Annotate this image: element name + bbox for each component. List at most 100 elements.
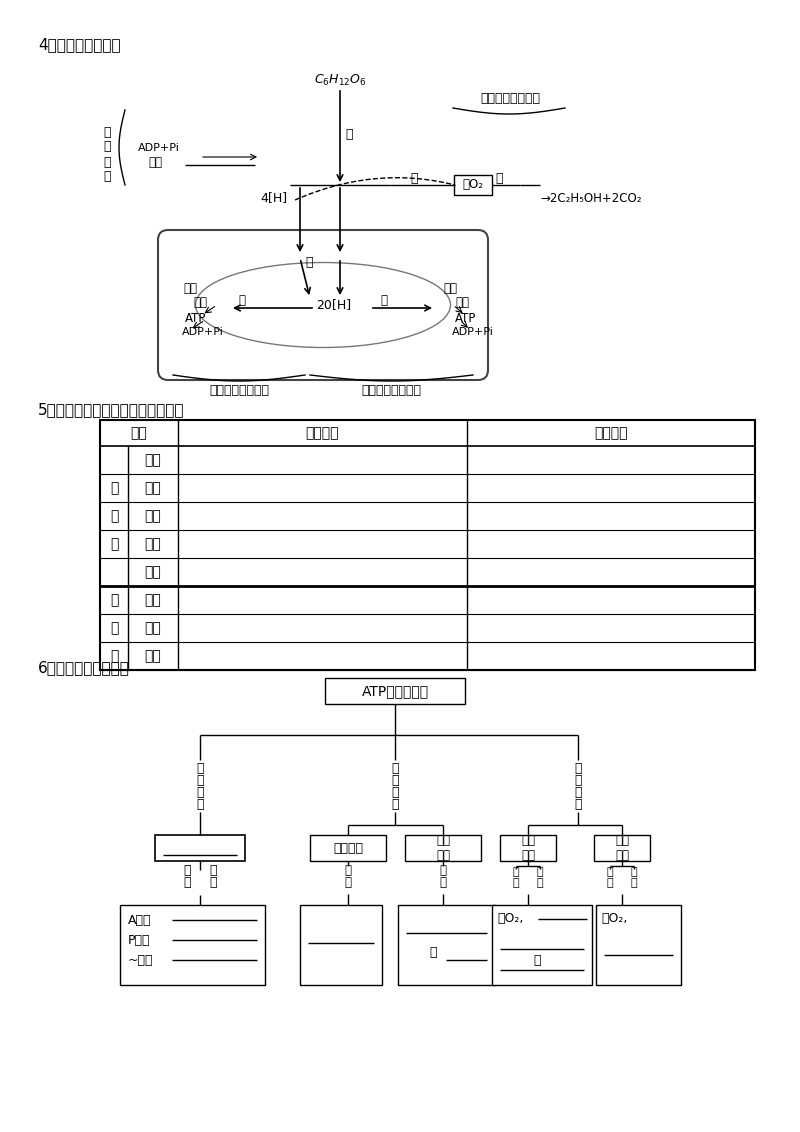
Text: 能量: 能量	[148, 156, 162, 170]
Text: 有氧呼吸第二阶段: 有氧呼吸第二阶段	[362, 384, 422, 396]
Bar	[120, 904, 265, 985]
Text: 产: 产	[574, 762, 582, 774]
Bar	[454, 175, 492, 195]
Text: 同: 同	[110, 509, 118, 523]
Text: 20[H]: 20[H]	[316, 299, 351, 311]
Text: 实质: 实质	[145, 621, 162, 635]
Text: 酶: 酶	[410, 172, 418, 185]
Text: →2C₂H₅OH+2CO₂: →2C₂H₅OH+2CO₂	[540, 191, 642, 205]
Text: 场: 场	[345, 865, 351, 877]
Text: $C_6H_{12}O_6$: $C_6H_{12}O_6$	[314, 72, 366, 87]
Text: 无氧
呼吸: 无氧 呼吸	[615, 834, 629, 861]
Text: 意义: 意义	[145, 649, 162, 663]
Bar	[398, 904, 495, 985]
Text: 4[H]: 4[H]	[260, 191, 287, 205]
Bar	[100, 420, 755, 670]
Bar	[310, 835, 386, 861]
Bar	[405, 835, 481, 861]
Text: 无O₂: 无O₂	[462, 179, 483, 191]
Text: 产物: 产物	[145, 509, 162, 523]
Bar	[492, 904, 592, 985]
Text: 件: 件	[513, 878, 519, 887]
Text: 不: 不	[110, 481, 118, 495]
Text: 生: 生	[391, 773, 398, 787]
Text: 含: 含	[210, 864, 217, 876]
Text: 和: 和	[430, 945, 437, 959]
FancyBboxPatch shape	[158, 230, 488, 380]
Text: 特点: 特点	[145, 565, 162, 578]
Text: 和: 和	[534, 954, 541, 968]
Text: 所: 所	[345, 876, 351, 890]
Bar	[300, 904, 382, 985]
Text: 光合作用: 光合作用	[333, 841, 363, 855]
Text: 有氧
呼吸: 有氧 呼吸	[521, 834, 535, 861]
Text: 能量: 能量	[145, 537, 162, 551]
Text: 场所: 场所	[145, 453, 162, 468]
Text: 所: 所	[537, 878, 543, 887]
Text: 酶: 酶	[238, 293, 245, 307]
Text: 酶: 酶	[495, 172, 502, 185]
Text: 一: 一	[103, 140, 110, 154]
Text: 相: 相	[110, 593, 118, 607]
Text: 条件: 条件	[145, 481, 162, 495]
Text: 途: 途	[391, 786, 398, 798]
Text: 有氧呼吸第三阶段: 有氧呼吸第三阶段	[209, 384, 269, 396]
Text: ATP: ATP	[455, 311, 476, 325]
Bar	[594, 835, 650, 861]
Text: 条: 条	[513, 867, 519, 877]
Text: 件: 件	[606, 878, 614, 887]
Text: 结: 结	[196, 762, 204, 774]
Text: 热能: 热能	[443, 282, 457, 294]
Text: 所: 所	[439, 876, 446, 890]
Text: 4、呼吸作用过程：: 4、呼吸作用过程：	[38, 37, 121, 52]
Text: 义: 义	[210, 875, 217, 889]
Text: 项目: 项目	[130, 426, 147, 440]
Text: 能量: 能量	[193, 295, 207, 309]
Text: 式: 式	[574, 798, 582, 811]
Text: 生: 生	[574, 773, 582, 787]
Text: 段: 段	[103, 171, 110, 183]
Text: 条: 条	[606, 867, 614, 877]
Text: 热能: 热能	[183, 282, 197, 294]
Text: 6、细胞呼吸网络构建: 6、细胞呼吸网络构建	[38, 660, 130, 676]
Text: 方: 方	[574, 786, 582, 798]
Text: 有O₂,: 有O₂,	[497, 912, 523, 926]
Text: 第: 第	[103, 126, 110, 138]
Text: 所: 所	[630, 878, 638, 887]
Text: ADP+Pi: ADP+Pi	[182, 327, 224, 337]
Text: 有氧呼吸: 有氧呼吸	[306, 426, 339, 440]
Text: 场: 场	[439, 865, 446, 877]
Text: 5、有氧呼吸与无氧呼吸区别与联系: 5、有氧呼吸与无氧呼吸区别与联系	[38, 403, 185, 418]
Bar	[325, 678, 465, 704]
Text: 号: 号	[183, 875, 190, 889]
Text: 符: 符	[183, 864, 190, 876]
Text: 式: 式	[196, 798, 204, 811]
Text: 产: 产	[391, 762, 398, 774]
Text: 能量: 能量	[455, 295, 469, 309]
Text: 构: 构	[196, 773, 204, 787]
Text: ~代表: ~代表	[128, 953, 154, 967]
Text: ATP与细胞呼吸: ATP与细胞呼吸	[362, 684, 429, 698]
Text: A代表: A代表	[128, 914, 151, 926]
Bar	[596, 904, 681, 985]
Bar	[500, 835, 556, 861]
Text: ADP+Pi: ADP+Pi	[138, 143, 180, 153]
Text: 点: 点	[110, 537, 118, 551]
Text: P代表: P代表	[128, 934, 150, 946]
Text: 联系: 联系	[145, 593, 162, 607]
Text: ADP+Pi: ADP+Pi	[452, 327, 494, 337]
Text: 简: 简	[196, 786, 204, 798]
Text: 无O₂,: 无O₂,	[601, 912, 627, 926]
Text: 酶: 酶	[345, 129, 353, 142]
Text: 无氧呼吸: 无氧呼吸	[594, 426, 627, 440]
Text: 无氧呼吸第二阶段: 无氧呼吸第二阶段	[480, 92, 540, 104]
Text: 酶: 酶	[305, 256, 313, 268]
Text: 阶: 阶	[103, 155, 110, 169]
Text: 细胞
呼吸: 细胞 呼吸	[436, 834, 450, 861]
Text: 酶: 酶	[380, 293, 387, 307]
Text: ATP: ATP	[185, 311, 206, 325]
Text: 点: 点	[110, 649, 118, 663]
Text: 径: 径	[391, 798, 398, 811]
Text: 同: 同	[110, 621, 118, 635]
Text: 场: 场	[630, 867, 638, 877]
